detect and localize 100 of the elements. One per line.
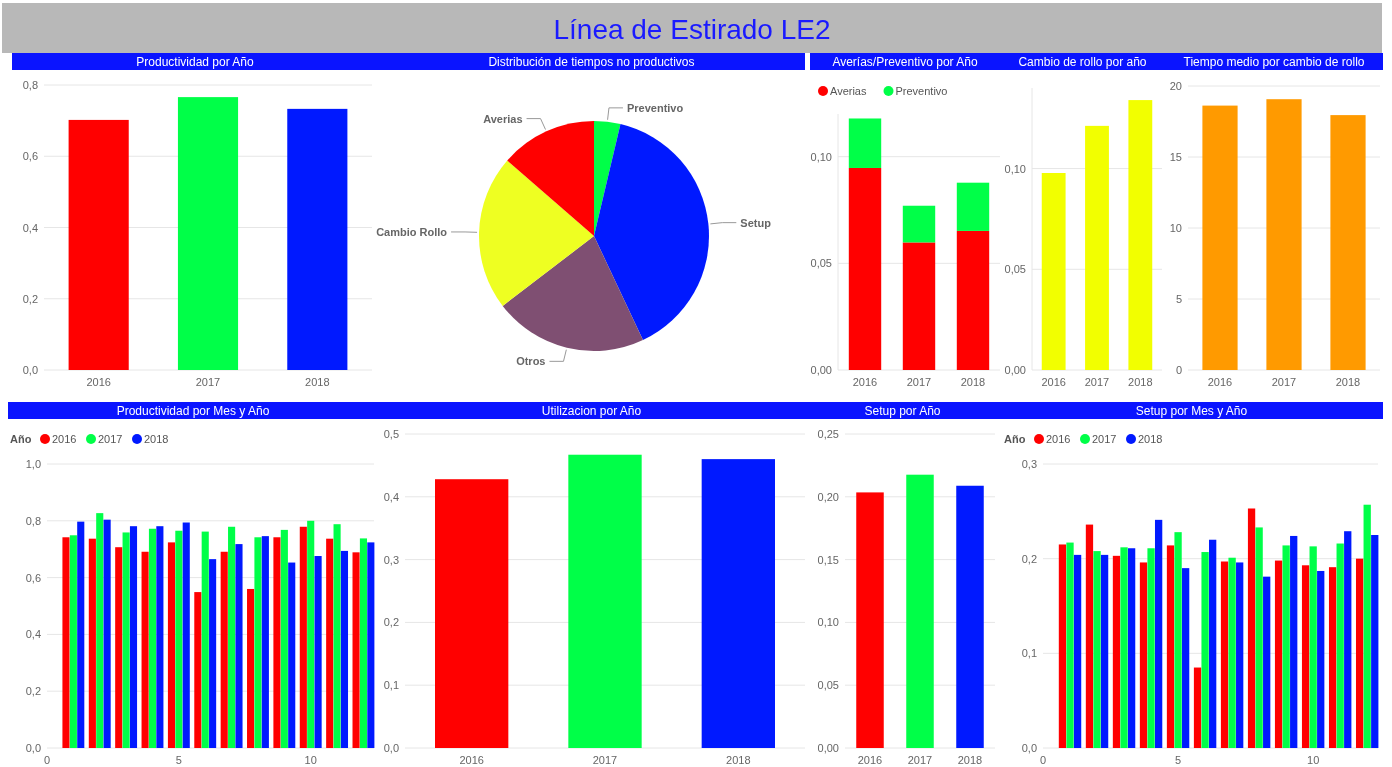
bar [333,524,341,748]
x-tick-label: 2017 [1084,376,1110,388]
bar [261,536,269,748]
bar [1247,508,1256,748]
x-tick-label: 5 [175,754,182,766]
bar [182,522,190,748]
y-tick-label: 0,4 [25,628,41,641]
bar [1127,548,1136,748]
y-tick-label: 0,8 [25,514,41,527]
bar [1193,667,1202,748]
bar [1263,576,1271,748]
bar [1058,544,1067,748]
bar [1371,535,1379,748]
bar [1147,548,1155,748]
bar [96,513,104,748]
y-tick-label: 0,5 [383,428,399,440]
x-tick-label: 10 [304,754,317,766]
bar [314,556,322,748]
bar [1290,535,1298,748]
bar [273,537,281,748]
y-tick-label: 0,2 [383,616,399,629]
bar [326,538,334,748]
y-tick-label: 20 [1169,80,1182,92]
chart-title: Setup por Año [864,403,941,418]
bar [1174,532,1182,748]
bar [156,526,164,748]
y-tick-label: 0,3 [1021,458,1037,470]
y-tick-label: 0,6 [25,571,41,584]
bar [280,529,288,748]
pie-slice [594,124,709,341]
y-tick-label: 0,0 [383,742,399,754]
bar [1139,562,1148,748]
x-tick-label: 2016 [459,754,484,766]
bar [122,532,130,748]
bar [956,182,990,231]
y-tick-label: 0,4 [22,221,38,234]
y-tick-label: 0,2 [1021,552,1037,565]
bar [1166,545,1175,748]
bar [77,521,85,748]
bar [1355,558,1364,748]
x-tick-label: 10 [1307,754,1320,766]
y-tick-label: 0 [1175,364,1182,376]
x-tick-label: 2016 [852,376,878,388]
y-tick-label: 0,25 [817,428,839,440]
bar [1282,545,1290,748]
x-tick-label: 2018 [1335,376,1361,388]
bar [254,537,262,748]
bar [1201,552,1209,748]
y-tick-label: 10 [1169,222,1182,234]
x-tick-label: 2018 [960,376,986,388]
bar [1336,543,1344,748]
x-tick-label: 2018 [1128,376,1153,388]
x-tick-label: 2016 [1041,376,1066,388]
y-tick-label: 0,4 [383,490,399,503]
bar [201,531,209,748]
bar [62,537,70,748]
x-tick-label: 2016 [857,754,883,766]
bar [1112,555,1121,748]
bar [247,588,255,748]
bar [902,242,936,370]
bar [1309,546,1317,748]
x-tick-label: 2017 [195,376,221,388]
y-tick-label: 0,15 [817,553,839,566]
bar [228,526,236,748]
y-tick-label: 0,05 [817,679,839,692]
chart-title: Utilizacion por Año [541,403,642,418]
bar [299,526,307,748]
bar [359,538,368,748]
x-tick-label: 0 [1039,754,1047,766]
x-tick-label: 2018 [726,754,751,766]
bar [1085,524,1094,748]
y-tick-label: 1,0 [25,458,41,470]
bar [167,542,176,748]
x-tick-label: 2017 [592,754,618,766]
slice-label: Preventivo [626,101,684,114]
y-tick-label: 0,10 [817,616,839,629]
y-tick-label: 0,00 [817,742,839,754]
bar [1066,542,1074,748]
bar [1120,547,1128,748]
text: Línea de Estirado LE2 [553,14,831,45]
bar [848,167,882,370]
slice-label: Otros [516,355,546,368]
bar [288,562,296,748]
legend-title: Año [1004,433,1026,445]
bar [129,526,138,748]
bar [367,542,375,748]
bar [1228,557,1236,748]
bar [1182,568,1190,748]
bar [340,550,349,748]
bar [1236,562,1244,748]
x-tick-label: 2018 [957,754,983,766]
y-tick-label: 0,10 [1004,162,1026,175]
slice-label: Cambio Rollo [376,225,448,238]
bar [1344,531,1352,748]
bar [209,559,217,748]
bar [1363,504,1371,748]
chart-title: Setup por Mes y Año [1135,403,1248,418]
y-tick-label: 0,00 [1004,364,1026,376]
y-tick-label: 0,2 [25,685,41,698]
bar [175,530,183,748]
